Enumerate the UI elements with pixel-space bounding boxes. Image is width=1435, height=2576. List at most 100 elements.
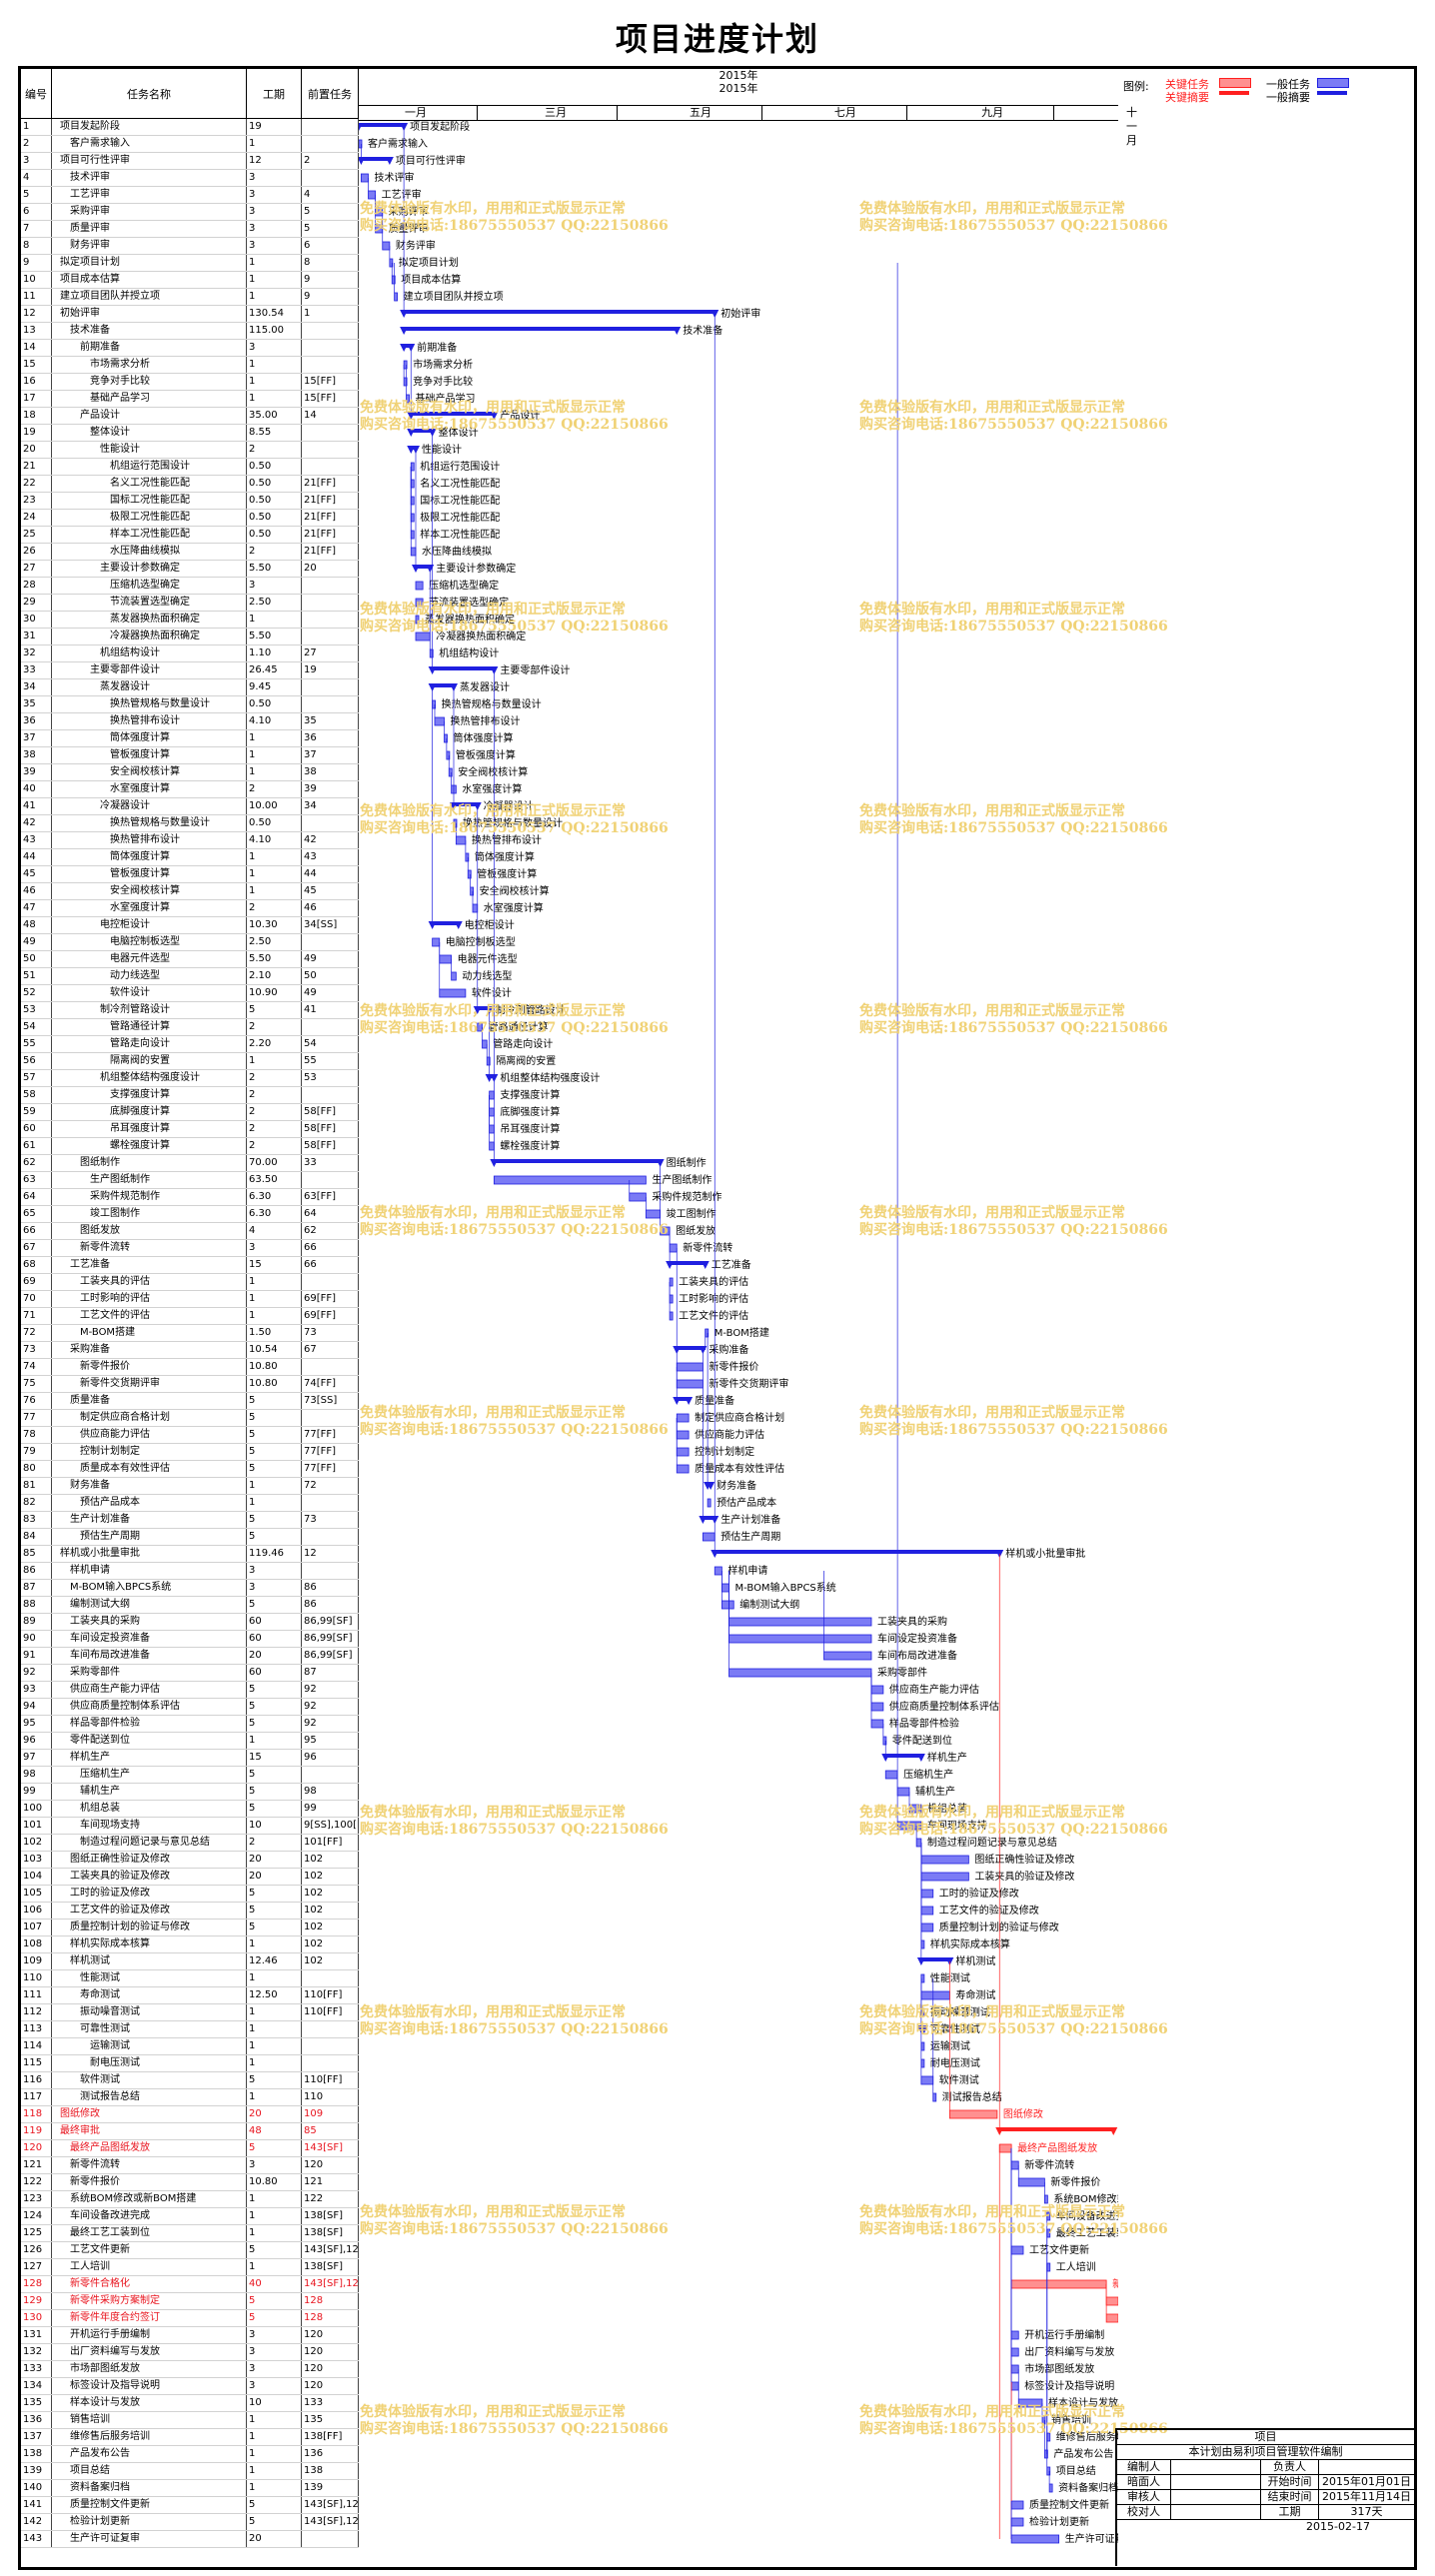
table-row[interactable]: 86 样机申请 3 xyxy=(21,1563,359,1580)
table-row[interactable]: 95 样品零部件检验 5 92 xyxy=(21,1716,359,1733)
table-row[interactable]: 105 工时的验证及修改 5 102 xyxy=(21,1886,359,1903)
table-row[interactable]: 110 性能测试 1 xyxy=(21,1970,359,1987)
table-row[interactable]: 92 采购零部件 60 87 xyxy=(21,1665,359,1682)
table-row[interactable]: 137 维修售后服务培训 1 138[FF] xyxy=(21,2429,359,2446)
table-row[interactable]: 11 建立项目团队并授立项 1 9 xyxy=(21,289,359,306)
table-row[interactable]: 50 电器元件选型 5.50 49 xyxy=(21,951,359,968)
table-row[interactable]: 63 生产图纸制作 63.50 xyxy=(21,1172,359,1189)
table-row[interactable]: 107 质量控制计划的验证与修改 5 102 xyxy=(21,1920,359,1936)
table-row[interactable]: 79 控制计划制定 5 77[FF] xyxy=(21,1444,359,1461)
table-row[interactable]: 19 整体设计 8.55 xyxy=(21,425,359,442)
table-row[interactable]: 30 蒸发器换热面积确定 1 xyxy=(21,612,359,629)
table-row[interactable]: 127 工人培训 1 138[SF] xyxy=(21,2259,359,2276)
table-row[interactable]: 15 市场需求分析 1 xyxy=(21,357,359,374)
table-row[interactable]: 117 测试报告总结 1 110 xyxy=(21,2089,359,2106)
table-row[interactable]: 122 新零件报价 10.80 121 xyxy=(21,2174,359,2191)
table-row[interactable]: 51 动力线选型 2.10 50 xyxy=(21,968,359,985)
table-row[interactable]: 9 拟定项目计划 1 8 xyxy=(21,255,359,272)
table-row[interactable]: 41 冷凝器设计 10.00 34 xyxy=(21,798,359,815)
table-row[interactable]: 114 运输测试 1 xyxy=(21,2038,359,2055)
table-row[interactable]: 55 管路走向设计 2.20 54 xyxy=(21,1036,359,1053)
table-row[interactable]: 43 换热管排布设计 4.10 42 xyxy=(21,832,359,849)
table-row[interactable]: 40 水室强度计算 2 39 xyxy=(21,781,359,798)
table-row[interactable]: 125 最终工艺工装到位 1 138[SF] xyxy=(21,2225,359,2242)
table-row[interactable]: 1 项目发起阶段 19 xyxy=(21,119,359,136)
table-row[interactable]: 96 零件配送到位 1 95 xyxy=(21,1733,359,1750)
table-row[interactable]: 28 压缩机选型确定 3 xyxy=(21,578,359,595)
table-row[interactable]: 23 国标工况性能匹配 0.50 21[FF] xyxy=(21,493,359,510)
table-row[interactable]: 84 预估生产周期 5 xyxy=(21,1529,359,1546)
table-row[interactable]: 120 最终产品图纸发放 5 143[SF] xyxy=(21,2140,359,2157)
table-row[interactable]: 33 主要零部件设计 26.45 19 xyxy=(21,662,359,679)
table-row[interactable]: 135 样本设计与发放 10 133 xyxy=(21,2395,359,2412)
table-row[interactable]: 106 工艺文件的验证及修改 5 102 xyxy=(21,1903,359,1920)
table-row[interactable]: 65 竣工图制作 6.30 64 xyxy=(21,1206,359,1223)
table-row[interactable]: 75 新零件交货期评审 10.80 74[FF] xyxy=(21,1376,359,1393)
table-row[interactable]: 139 项目总结 1 138 xyxy=(21,2463,359,2480)
table-row[interactable]: 124 车间设备改进完成 1 138[SF] xyxy=(21,2208,359,2225)
table-row[interactable]: 74 新零件报价 10.80 xyxy=(21,1359,359,1376)
table-row[interactable]: 42 换热管规格与数量设计 0.50 xyxy=(21,815,359,832)
table-row[interactable]: 62 图纸制作 70.00 33 xyxy=(21,1155,359,1172)
table-row[interactable]: 57 机组整体结构强度设计 2 53 xyxy=(21,1070,359,1087)
table-row[interactable]: 136 销售培训 1 135 xyxy=(21,2412,359,2429)
table-row[interactable]: 97 样机生产 15 96 xyxy=(21,1750,359,1767)
table-row[interactable]: 54 管路通径计算 2 xyxy=(21,1019,359,1036)
table-row[interactable]: 20 性能设计 2 xyxy=(21,442,359,459)
table-row[interactable]: 46 安全阀校核计算 1 45 xyxy=(21,883,359,900)
table-row[interactable]: 98 压缩机生产 5 xyxy=(21,1767,359,1784)
table-row[interactable]: 116 软件测试 5 110[FF] xyxy=(21,2072,359,2089)
table-row[interactable]: 2 客户需求输入 1 xyxy=(21,136,359,153)
table-row[interactable]: 70 工时影响的评估 1 69[FF] xyxy=(21,1291,359,1308)
table-row[interactable]: 22 名义工况性能匹配 0.50 21[FF] xyxy=(21,476,359,493)
table-row[interactable]: 12 初始评审 130.54 1 xyxy=(21,306,359,323)
table-row[interactable]: 47 水室强度计算 2 46 xyxy=(21,900,359,917)
table-row[interactable]: 69 工装夹具的评估 1 xyxy=(21,1274,359,1291)
table-row[interactable]: 80 质量成本有效性评估 5 77[FF] xyxy=(21,1461,359,1478)
table-row[interactable]: 71 工艺文件的评估 1 69[FF] xyxy=(21,1308,359,1325)
table-row[interactable]: 59 底脚强度计算 2 58[FF] xyxy=(21,1104,359,1121)
table-row[interactable]: 32 机组结构设计 1.10 27 xyxy=(21,645,359,662)
table-row[interactable]: 109 样机测试 12.46 102 xyxy=(21,1953,359,1970)
table-row[interactable]: 14 前期准备 3 xyxy=(21,340,359,357)
table-row[interactable]: 94 供应商质量控制体系评估 5 92 xyxy=(21,1699,359,1716)
table-row[interactable]: 21 机组运行范围设计 0.50 xyxy=(21,459,359,476)
table-row[interactable]: 91 车间布局改进准备 20 86,99[SF] xyxy=(21,1648,359,1665)
table-row[interactable]: 10 项目成本估算 1 9 xyxy=(21,272,359,289)
table-row[interactable]: 88 编制测试大纲 5 86 xyxy=(21,1597,359,1614)
table-row[interactable]: 85 样机或小批量审批 119.46 12 xyxy=(21,1546,359,1563)
table-row[interactable]: 53 制冷剂管路设计 5 41 xyxy=(21,1002,359,1019)
table-row[interactable]: 99 辅机生产 5 98 xyxy=(21,1784,359,1801)
table-row[interactable]: 48 电控柜设计 10.30 34[SS] xyxy=(21,917,359,934)
table-row[interactable]: 81 财务准备 1 72 xyxy=(21,1478,359,1495)
table-row[interactable]: 29 节流装置选型确定 2.50 xyxy=(21,595,359,612)
table-row[interactable]: 108 样机实际成本核算 1 102 xyxy=(21,1936,359,1953)
table-row[interactable]: 93 供应商生产能力评估 5 92 xyxy=(21,1682,359,1699)
table-row[interactable]: 45 管板强度计算 1 44 xyxy=(21,866,359,883)
table-row[interactable]: 25 样本工况性能匹配 0.50 21[FF] xyxy=(21,527,359,544)
table-row[interactable]: 143 生产许可证复审 20 xyxy=(21,2531,359,2548)
table-row[interactable]: 113 可靠性测试 1 xyxy=(21,2021,359,2038)
table-row[interactable]: 134 标签设计及指导说明 3 120 xyxy=(21,2378,359,2395)
table-row[interactable]: 3 项目可行性评审 12 2 xyxy=(21,153,359,170)
table-row[interactable]: 36 换热管排布设计 4.10 35 xyxy=(21,713,359,730)
table-row[interactable]: 130 新零件年度合约签订 5 128 xyxy=(21,2310,359,2327)
table-row[interactable]: 56 隔离阀的安置 1 55 xyxy=(21,1053,359,1070)
table-row[interactable]: 123 系统BOM修改或新BOM搭建 1 122 xyxy=(21,2191,359,2208)
table-row[interactable]: 78 供应商能力评估 5 77[FF] xyxy=(21,1427,359,1444)
table-row[interactable]: 24 极限工况性能匹配 0.50 21[FF] xyxy=(21,510,359,527)
table-row[interactable]: 72 M-BOM搭建 1.50 73 xyxy=(21,1325,359,1342)
table-row[interactable]: 111 寿命测试 12.50 110[FF] xyxy=(21,1987,359,2004)
table-row[interactable]: 121 新零件流转 3 120 xyxy=(21,2157,359,2174)
table-row[interactable]: 73 采购准备 10.54 67 xyxy=(21,1342,359,1359)
table-row[interactable]: 34 蒸发器设计 9.45 xyxy=(21,679,359,696)
table-row[interactable]: 104 工装夹具的验证及修改 20 102 xyxy=(21,1869,359,1886)
table-row[interactable]: 133 市场部图纸发放 3 120 xyxy=(21,2361,359,2378)
table-row[interactable]: 89 工装夹具的采购 60 86,99[SF] xyxy=(21,1614,359,1631)
table-row[interactable]: 112 振动噪音测试 1 110[FF] xyxy=(21,2004,359,2021)
table-row[interactable]: 66 图纸发放 4 62 xyxy=(21,1223,359,1240)
table-row[interactable]: 82 预估产品成本 1 xyxy=(21,1495,359,1512)
